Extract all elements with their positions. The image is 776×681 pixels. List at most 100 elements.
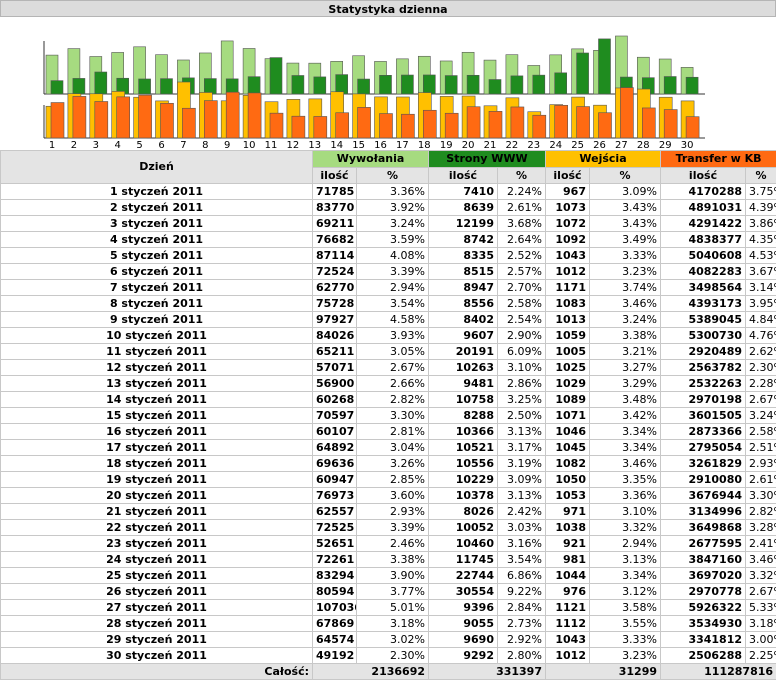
cell-tr-p: 3.86%	[745, 215, 776, 232]
cell-tr: 4393173	[660, 295, 747, 312]
cell-wej: 1050	[545, 471, 590, 488]
cell-tr: 5926322	[660, 599, 747, 616]
cell-www-p: 3.68%	[497, 215, 546, 232]
cell-wej: 1059	[545, 327, 590, 344]
cell-www-p: 3.54%	[497, 551, 546, 568]
cell-day: 27 styczeń 2011	[0, 599, 313, 616]
header-transfer: Transfer w KB	[660, 150, 776, 168]
table-row: 7 styczeń 2011 62770 2.94% 8947 2.70% 1171 3.7…	[0, 279, 776, 296]
cell-wej: 1043	[545, 631, 590, 648]
table-row: 17 styczeń 2011 64892 3.04% 10521 3.17% 1045 3…	[0, 439, 776, 456]
bar-transfer	[532, 114, 547, 139]
x-tick-label: 16	[374, 140, 387, 150]
cell-www: 30554	[428, 583, 498, 600]
x-tick-label: 21	[484, 140, 497, 150]
cell-wyw-p: 5.01%	[356, 599, 429, 616]
cell-wyw-p: 3.90%	[356, 567, 429, 584]
cell-wej-p: 3.12%	[588, 583, 662, 600]
x-tick-label: 3	[93, 140, 99, 150]
cell-tr: 3601505	[660, 407, 747, 424]
bar-strony	[94, 71, 108, 95]
cell-wyw-p: 2.30%	[356, 647, 429, 664]
bar-transfer	[357, 107, 371, 139]
bar-transfer	[335, 112, 350, 139]
cell-wej-p: 3.46%	[588, 455, 662, 472]
x-tick-label: 20	[462, 140, 475, 150]
table-row: 21 styczeń 2011 62557 2.93% 8026 2.42% 971 3.1…	[0, 503, 776, 520]
bar-strony	[50, 80, 64, 95]
bar-transfer	[116, 96, 130, 139]
header-www-ilosc: ilość	[428, 167, 498, 184]
cell-www: 9292	[428, 647, 498, 664]
cell-day: 16 styczeń 2011	[0, 423, 313, 440]
x-tick-label: 4	[115, 140, 121, 150]
cell-www-p: 3.10%	[497, 359, 546, 376]
table-row: 16 styczeń 2011 60107 2.81% 10366 3.13% 1046 3…	[0, 423, 776, 440]
bar-transfer	[554, 104, 569, 139]
cell-tr-p: 3.18%	[745, 615, 776, 632]
cell-wyw-p: 3.92%	[356, 199, 429, 216]
x-tick-label: 10	[243, 140, 256, 150]
bar-strony	[510, 75, 524, 95]
table-row: 14 styczeń 2011 60268 2.82% 10758 3.25% 1089 3…	[0, 391, 776, 408]
cell-wyw: 80594	[312, 583, 357, 600]
cell-day: 29 styczeń 2011	[0, 631, 313, 648]
cell-wej: 1053	[545, 487, 590, 504]
cell-wyw-p: 3.39%	[356, 519, 429, 536]
cell-tr: 3534930	[660, 615, 747, 632]
cell-wyw-p: 3.04%	[356, 439, 429, 456]
bar-strony	[422, 74, 436, 95]
cell-wyw: 75728	[312, 295, 357, 312]
cell-wej: 1092	[545, 231, 590, 248]
x-tick-label: 22	[506, 140, 519, 150]
cell-www-p: 2.84%	[497, 599, 546, 616]
cell-wej-p: 3.09%	[588, 183, 662, 200]
cell-tr: 5040608	[660, 247, 747, 264]
cell-day: 10 styczeń 2011	[0, 327, 313, 344]
x-tick-label: 11	[265, 140, 278, 150]
bar-strony	[291, 75, 305, 95]
cell-wej-p: 3.35%	[588, 471, 662, 488]
cell-day: 7 styczeń 2011	[0, 279, 313, 296]
bar-transfer	[291, 115, 306, 139]
cell-wej: 1071	[545, 407, 590, 424]
header-wyw-pct: %	[356, 167, 429, 184]
cell-day: 13 styczeń 2011	[0, 375, 313, 392]
cell-wej: 1072	[545, 215, 590, 232]
bar-transfer	[379, 113, 393, 139]
x-tick-label: 23	[527, 140, 540, 150]
cell-day: 11 styczeń 2011	[0, 343, 313, 360]
cell-wej-p: 3.32%	[588, 519, 662, 536]
cell-www: 8288	[428, 407, 498, 424]
cell-tr: 2970778	[660, 583, 747, 600]
table-row: 5 styczeń 2011 87114 4.08% 8335 2.52% 1043 3.3…	[0, 247, 776, 264]
table-row: 2 styczeń 2011 83770 3.92% 8639 2.61% 1073 3.4…	[0, 199, 776, 216]
cell-tr: 5389045	[660, 311, 747, 328]
totals-label: Całość:	[0, 663, 313, 680]
table-row: 22 styczeń 2011 72525 3.39% 10052 3.03% 1038 3…	[0, 519, 776, 536]
cell-wej: 1013	[545, 311, 590, 328]
bar-transfer	[72, 96, 87, 139]
cell-www-p: 3.19%	[497, 455, 546, 472]
cell-wej: 1025	[545, 359, 590, 376]
bar-strony	[160, 78, 173, 95]
table-row: 1 styczeń 2011 71785 3.36% 7410 2.24% 967 3.09…	[0, 183, 776, 200]
cell-tr-p: 3.00%	[745, 631, 776, 648]
x-tick-label: 14	[330, 140, 343, 150]
cell-day: 3 styczeń 2011	[0, 215, 313, 232]
cell-tr: 3649868	[660, 519, 747, 536]
cell-wej-p: 3.23%	[588, 647, 662, 664]
cell-wyw: 70597	[312, 407, 357, 424]
cell-wej-p: 3.34%	[588, 567, 662, 584]
table-row: 15 styczeń 2011 70597 3.30% 8288 2.50% 1071 3.…	[0, 407, 776, 424]
bar-strony	[598, 38, 611, 95]
x-tick-label: 9	[224, 140, 230, 150]
x-tick-label: 25	[571, 140, 584, 150]
cell-wyw: 84026	[312, 327, 357, 344]
cell-wyw: 62557	[312, 503, 357, 520]
cell-wej-p: 3.43%	[588, 215, 662, 232]
cell-tr-p: 3.32%	[745, 567, 776, 584]
cell-www-p: 2.54%	[497, 311, 546, 328]
cell-tr-p: 3.24%	[745, 407, 776, 424]
cell-www-p: 2.61%	[497, 199, 546, 216]
